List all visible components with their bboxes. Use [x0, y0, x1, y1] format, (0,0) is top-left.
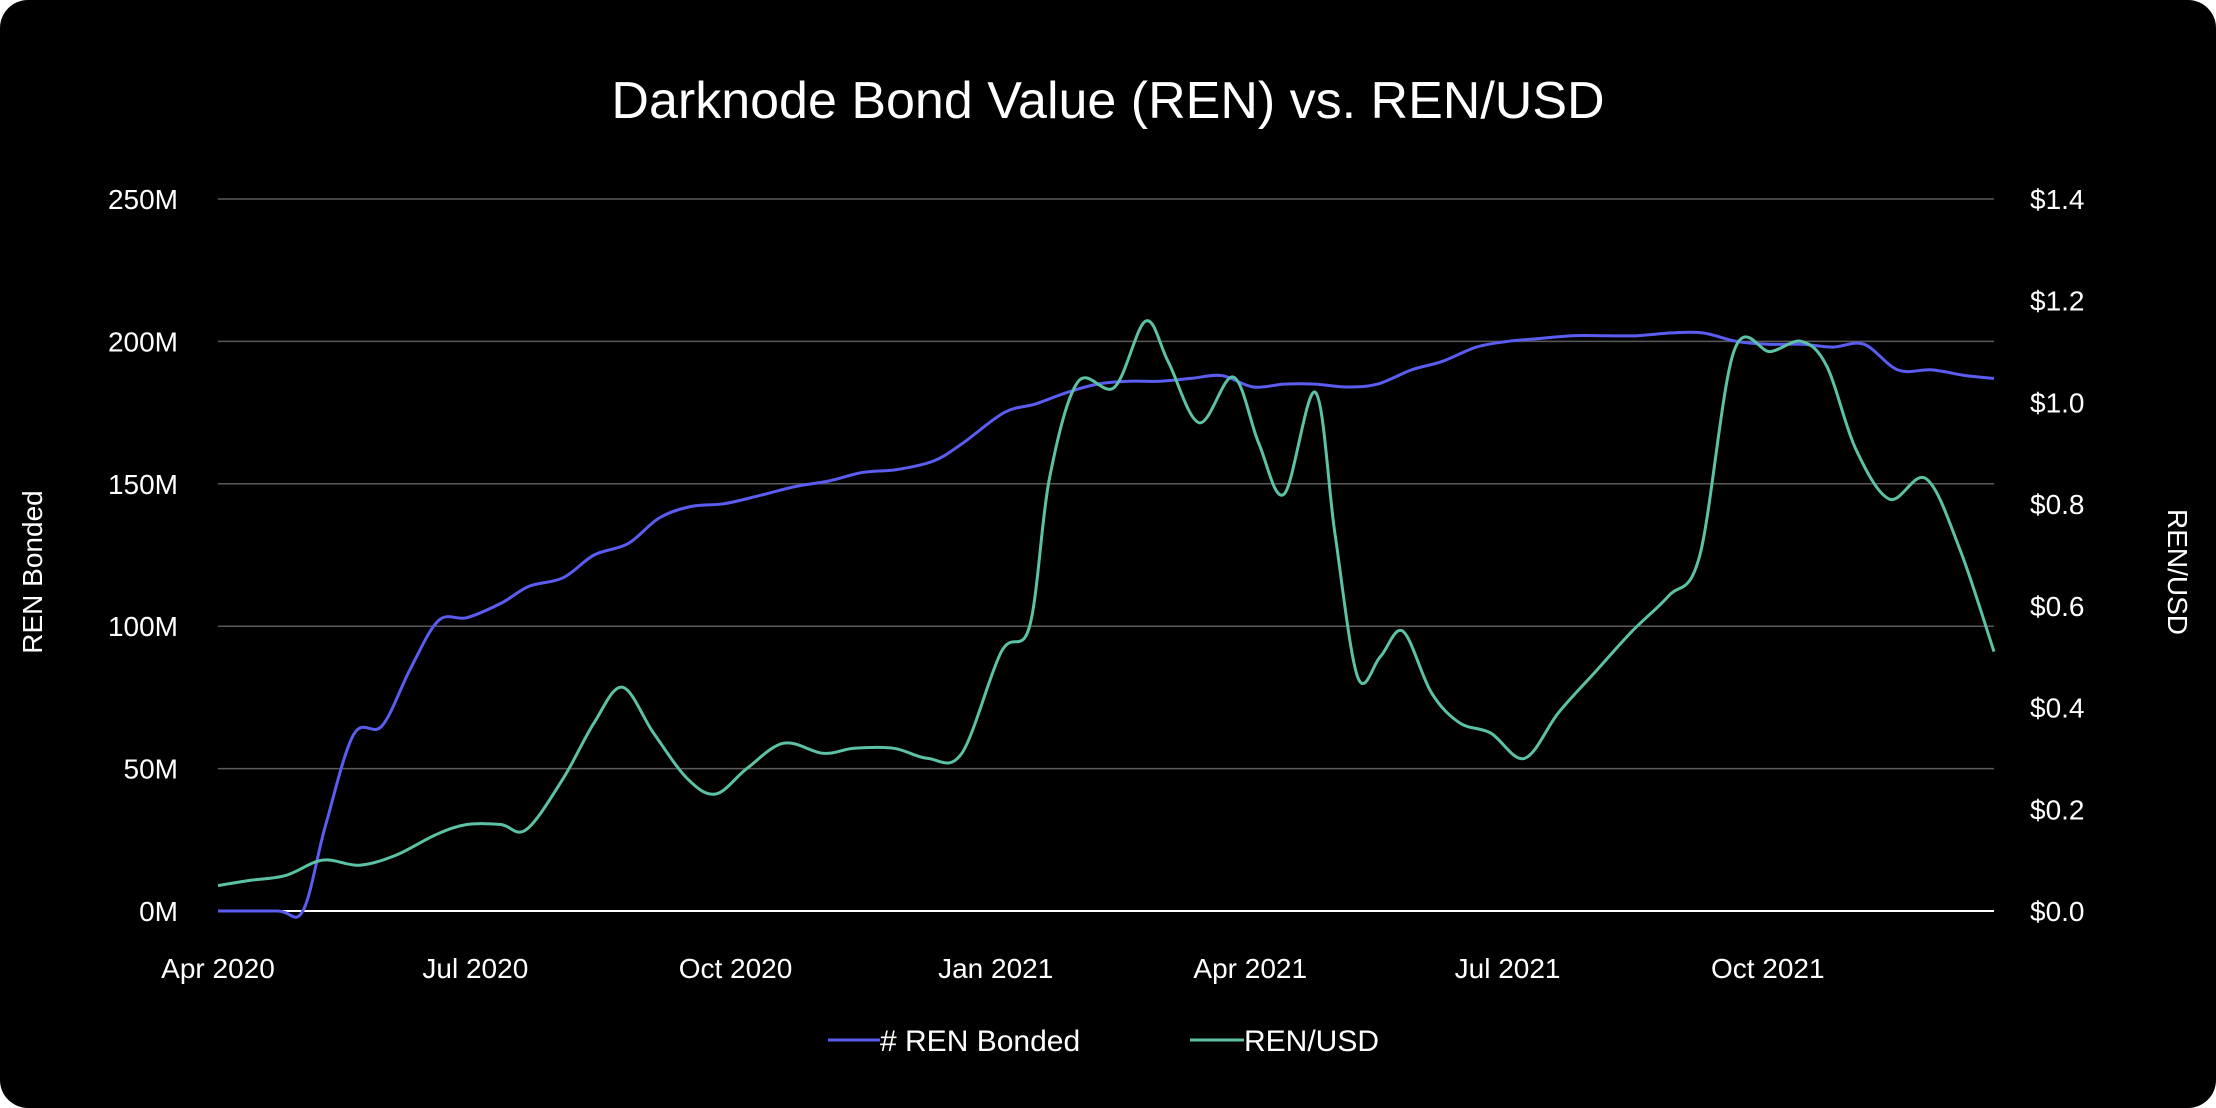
x-tick-label: Jul 2020: [422, 953, 528, 984]
x-tick-label: Apr 2020: [161, 953, 275, 984]
y2-tick-label: $0.4: [2030, 693, 2085, 724]
right-axis-ticks: $0.0 $0.2 $0.4 $0.6 $0.8 $1.0 $1.2 $1.4: [2030, 184, 2085, 927]
x-tick-label: Oct 2020: [679, 953, 793, 984]
y-tick-label: 200M: [108, 326, 178, 357]
y2-tick-label: $1.4: [2030, 184, 2085, 215]
y2-tick-label: $1.2: [2030, 286, 2085, 317]
series-line-ren-usd: [217, 319, 1996, 888]
y-tick-label: 150M: [108, 469, 178, 500]
left-axis-title: REN Bonded: [17, 490, 48, 653]
legend-label-ren-usd: REN/USD: [1244, 1025, 1379, 1058]
x-axis-ticks: Apr 2020 Jul 2020 Oct 2020 Jan 2021 Apr 2021…: [161, 953, 1824, 984]
y2-tick-label: $0.6: [2030, 591, 2085, 622]
y-tick-label: 250M: [108, 184, 178, 215]
x-tick-label: Apr 2021: [1193, 953, 1307, 984]
y2-tick-label: $0.8: [2030, 489, 2085, 520]
y-tick-label: 50M: [124, 754, 178, 785]
y-tick-label: 0M: [139, 896, 178, 927]
x-tick-label: Jan 2021: [938, 953, 1053, 984]
series-line-ren-bonded: [217, 330, 1995, 919]
y-tick-label: 100M: [108, 611, 178, 642]
series-lines: [217, 319, 1996, 919]
x-tick-label: Oct 2021: [1711, 953, 1825, 984]
legend: # REN Bonded REN/USD: [828, 1025, 1379, 1058]
right-axis-title: REN/USD: [2162, 509, 2193, 635]
y2-tick-label: $1.0: [2030, 387, 2085, 418]
legend-label-ren-bonded: # REN Bonded: [880, 1025, 1080, 1058]
y2-tick-label: $0.0: [2030, 896, 2085, 927]
gridlines: [218, 198, 1994, 770]
x-tick-label: Jul 2021: [1455, 953, 1561, 984]
y2-tick-label: $0.2: [2030, 794, 2085, 825]
left-axis-ticks: 0M 50M 100M 150M 200M 250M: [108, 184, 178, 927]
chart-title: Darknode Bond Value (REN) vs. REN/USD: [611, 72, 1604, 130]
